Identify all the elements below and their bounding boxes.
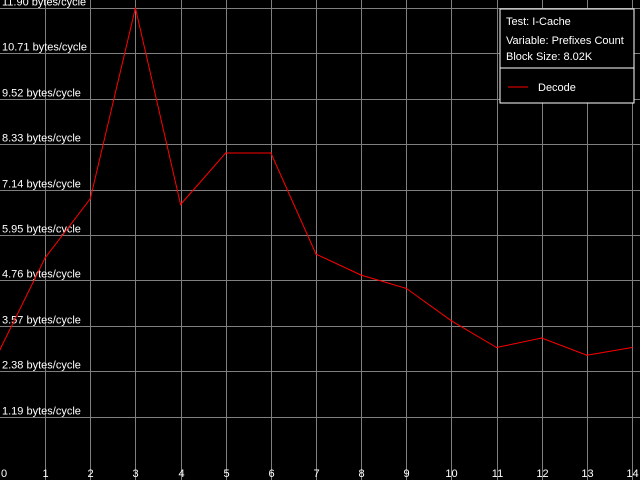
data-point — [495, 346, 498, 349]
data-point — [540, 337, 543, 339]
data-point — [405, 287, 408, 290]
y-tick-label: 8.33 bytes/cycle — [2, 133, 81, 145]
x-tick-label: 7 — [313, 468, 319, 480]
y-tick-label: 2.38 bytes/cycle — [2, 360, 81, 372]
data-point — [270, 152, 272, 154]
data-point — [134, 7, 137, 9]
data-point — [360, 274, 362, 276]
legend-variable: Variable: Prefixes Count — [506, 35, 624, 47]
x-tick-label: 9 — [403, 468, 409, 480]
data-point — [224, 152, 227, 154]
data-point — [0, 348, 1, 351]
x-tick-label: 12 — [536, 468, 548, 480]
x-tick-label: 11 — [492, 468, 503, 480]
x-tick-label: 13 — [581, 468, 593, 480]
x-axis-ticks: 0 1 2 3 4 5 6 7 8 9 10 11 12 13 14 — [1, 468, 639, 480]
data-point — [89, 198, 92, 200]
x-tick-label: 14 — [626, 468, 638, 480]
y-tick-label: 9.52 bytes/cycle — [2, 88, 81, 100]
y-tick-label: 10.71 bytes/cycle — [2, 42, 87, 54]
data-point — [586, 354, 588, 357]
x-tick-label: 2 — [87, 468, 93, 480]
legend-label-decode: Decode — [538, 82, 576, 94]
series-lines — [0, 7, 633, 357]
x-tick-label: 0 — [1, 468, 7, 480]
data-point — [315, 253, 317, 255]
x-tick-label: 4 — [178, 468, 184, 480]
y-tick-label: 3.57 bytes/cycle — [2, 315, 81, 327]
x-tick-label: 5 — [223, 468, 229, 480]
data-point — [631, 346, 633, 349]
legend-block-size: Block Size: 8.02K — [506, 51, 593, 63]
x-tick-label: 10 — [445, 468, 457, 480]
data-point — [44, 257, 46, 259]
y-tick-label: 4.76 bytes/cycle — [2, 269, 81, 281]
x-tick-label: 3 — [132, 468, 138, 480]
y-tick-label: 11.90 bytes/cycle — [2, 0, 86, 9]
y-tick-label: 5.95 bytes/cycle — [2, 224, 81, 236]
x-tick-label: 8 — [358, 468, 364, 480]
data-point — [179, 203, 182, 206]
x-tick-label: 1 — [42, 468, 48, 480]
data-point — [450, 320, 453, 322]
y-tick-label: 7.14 bytes/cycle — [2, 179, 81, 191]
legend-test: Test: I-Cache — [506, 16, 571, 28]
y-axis-ticks: 1.19 bytes/cycle 2.38 bytes/cycle 3.57 byt… — [2, 0, 87, 418]
x-tick-label: 6 — [268, 468, 274, 480]
y-tick-label: 1.19 bytes/cycle — [2, 406, 81, 418]
legend: Test: I-Cache Variable: Prefixes Count B… — [499, 8, 635, 104]
